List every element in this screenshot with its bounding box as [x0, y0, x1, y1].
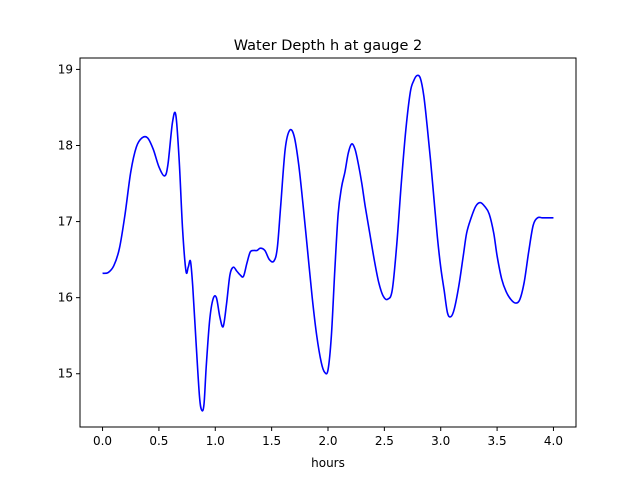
x-tick-label: 1.0	[206, 434, 225, 448]
y-tick-label: 16	[58, 291, 73, 305]
y-tick-label: 18	[58, 138, 73, 152]
x-tick-label: 3.5	[488, 434, 507, 448]
y-tick-label: 17	[58, 215, 73, 229]
x-tick-label: 0.0	[93, 434, 112, 448]
x-tick-label: 1.5	[262, 434, 281, 448]
plot-frame	[79, 57, 577, 428]
x-axis: 0.0 0.5 1.0 1.5 2.0 2.5 3.0 3.5 4.0	[93, 427, 563, 448]
x-axis-label: hours	[311, 456, 345, 470]
series-line-0	[102, 74, 554, 412]
x-tick-label: 2.5	[375, 434, 394, 448]
plot-area	[102, 74, 554, 412]
chart-title: Water Depth h at gauge 2	[234, 38, 422, 54]
x-tick-label: 0.5	[149, 434, 168, 448]
y-tick-label: 15	[58, 367, 73, 381]
y-axis: 15 16 17 18 19	[58, 62, 80, 381]
x-tick-label: 2.0	[318, 434, 337, 448]
y-tick-label: 19	[58, 62, 73, 76]
x-tick-label: 3.0	[431, 434, 450, 448]
x-tick-label: 4.0	[544, 434, 563, 448]
